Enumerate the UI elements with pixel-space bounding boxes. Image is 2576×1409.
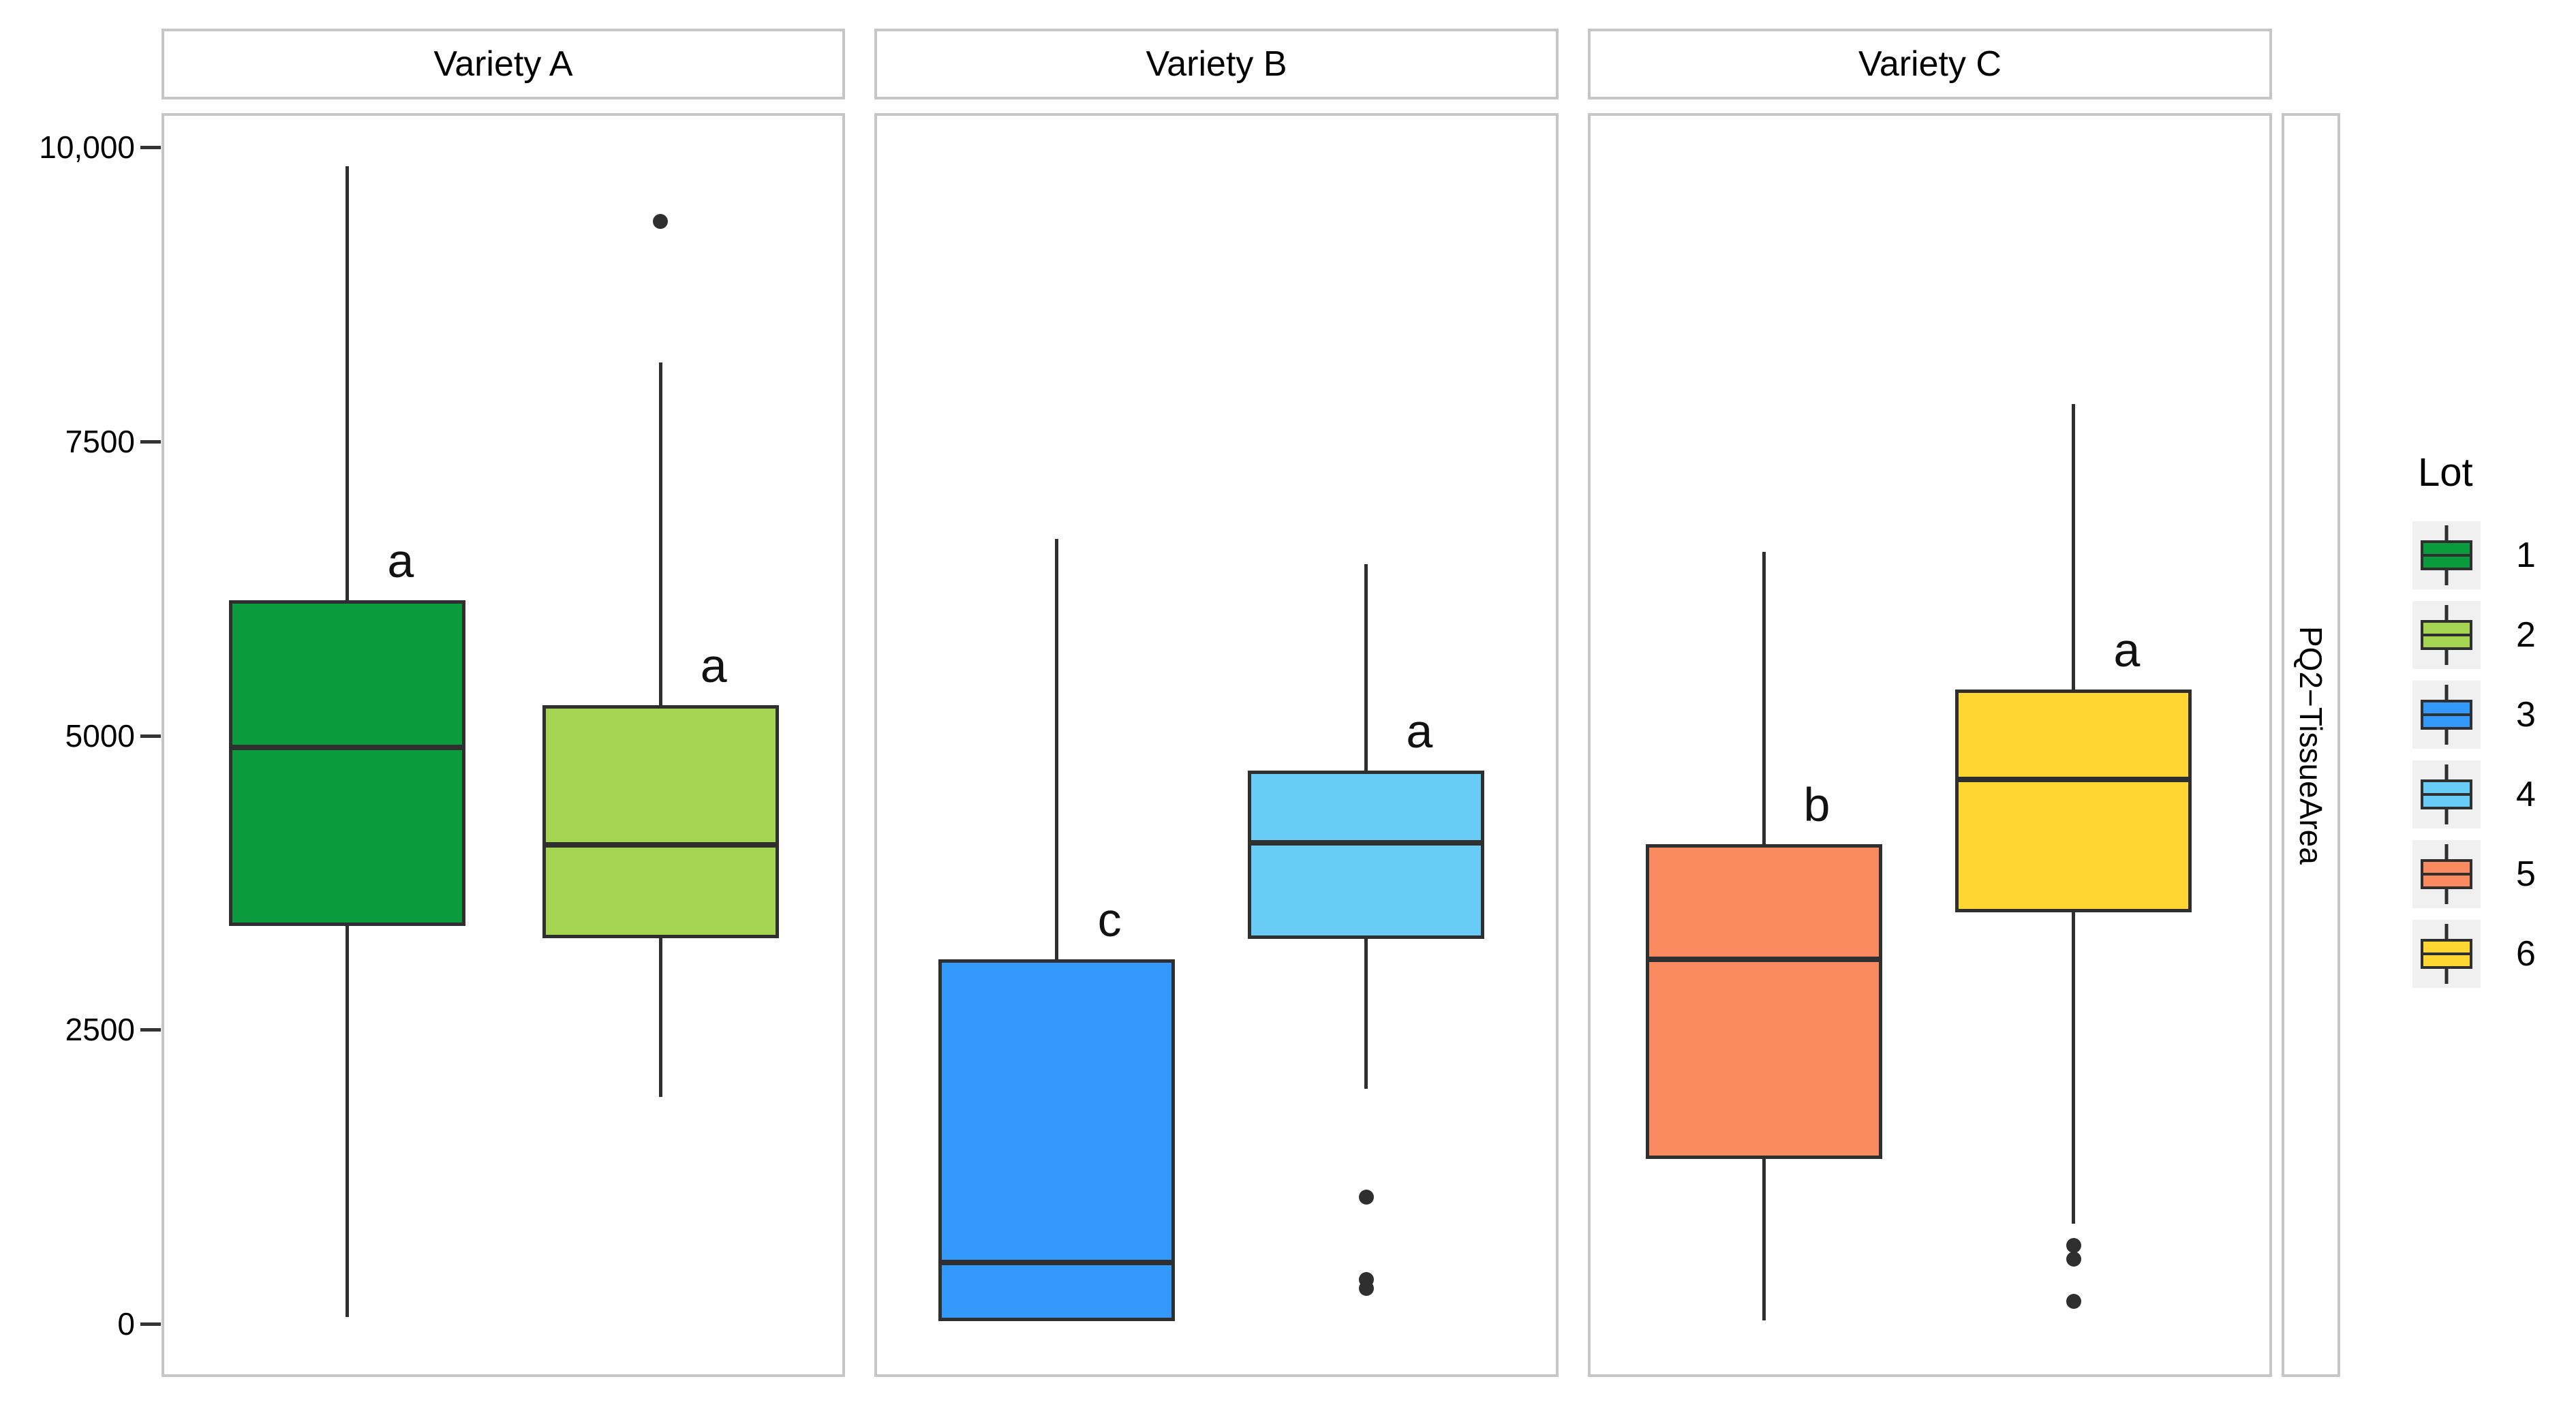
significance-letter-lot-2: a	[700, 638, 727, 692]
whisker-upper-lot-6	[2072, 403, 2076, 690]
legend-item-label: 6	[2516, 934, 2536, 974]
outlier-point-lot-4	[1358, 1189, 1374, 1205]
right-strip: PQ2−TissueArea	[2282, 113, 2340, 1377]
whisker-lower-lot-2	[658, 938, 662, 1097]
median-line-lot-1	[229, 744, 466, 750]
outlier-point-lot-6	[2066, 1294, 2081, 1310]
legend-item-5: 5	[2412, 840, 2576, 908]
y-tick-label: 5000	[65, 717, 135, 754]
significance-letter-lot-1: a	[387, 534, 414, 588]
legend-item-label: 5	[2516, 854, 2536, 894]
significance-letter-lot-5: b	[1803, 777, 1830, 831]
whisker-upper-lot-2	[658, 362, 662, 705]
boxplot-key-icon	[2412, 840, 2481, 908]
boxplot-key-icon	[2412, 681, 2481, 749]
outlier-point-lot-2	[653, 213, 669, 229]
facet-strip-variety-b: Variety B	[874, 29, 1559, 99]
legend-item-label: 3	[2516, 695, 2536, 734]
legend-title: Lot	[2418, 450, 2473, 495]
whisker-upper-lot-5	[1762, 552, 1766, 844]
legend-item-2: 2	[2412, 601, 2576, 669]
boxplot-key-icon	[2412, 920, 2481, 988]
key-median	[2421, 713, 2472, 716]
y-tick-label: 7500	[65, 423, 135, 459]
boxplot-box-lot-6	[1955, 690, 2192, 912]
boxplot-box-lot-2	[542, 704, 779, 938]
legend-item-6: 6	[2412, 920, 2576, 988]
facet-panel-variety-c	[1588, 113, 2272, 1377]
facet-strip-label: Variety C	[1858, 44, 2002, 84]
median-line-lot-6	[1955, 776, 2192, 782]
median-line-lot-2	[542, 842, 779, 848]
significance-letter-lot-6: a	[2113, 623, 2141, 677]
boxplot-key-icon	[2412, 521, 2481, 589]
y-tick-mark	[140, 1028, 161, 1032]
boxplot-key-icon	[2412, 601, 2481, 669]
boxplot-box-lot-5	[1645, 843, 1882, 1160]
boxplot-key-icon	[2412, 760, 2481, 829]
key-median	[2421, 634, 2472, 636]
median-line-lot-5	[1645, 956, 1882, 962]
boxplot-box-lot-1	[229, 600, 466, 927]
whisker-lower-lot-4	[1364, 938, 1368, 1089]
outlier-point-lot-6	[2066, 1252, 2081, 1267]
y-tick-mark	[140, 439, 161, 444]
whisker-upper-lot-1	[346, 166, 350, 601]
boxplot-box-lot-4	[1248, 770, 1485, 939]
legend-item-label: 4	[2516, 775, 2536, 814]
whisker-lower-lot-6	[2072, 912, 2076, 1224]
facet-strip-label: Variety B	[1146, 44, 1287, 84]
legend-item-1: 1	[2412, 521, 2576, 589]
legend-item-label: 1	[2516, 536, 2536, 575]
y-tick-label: 0	[117, 1306, 135, 1342]
significance-letter-lot-3: c	[1097, 893, 1122, 946]
outlier-point-lot-4	[1358, 1281, 1374, 1297]
whisker-upper-lot-4	[1364, 563, 1368, 771]
facet-strip-variety-c: Variety C	[1588, 29, 2272, 99]
y-tick-mark	[140, 146, 161, 150]
y-tick-label: 10,000	[39, 129, 135, 166]
significance-letter-lot-4: a	[1406, 704, 1433, 758]
legend: Lot 1 2 3 4 5 6	[2412, 450, 2576, 1000]
key-median	[2421, 953, 2472, 955]
whisker-lower-lot-1	[346, 926, 350, 1317]
key-median	[2421, 873, 2472, 876]
outlier-point-lot-6	[2066, 1237, 2081, 1253]
legend-item-4: 4	[2412, 760, 2576, 829]
y-tick-mark	[140, 734, 161, 738]
key-median	[2421, 793, 2472, 796]
whisker-upper-lot-3	[1054, 539, 1058, 959]
boxplot-box-lot-3	[938, 959, 1175, 1321]
y-tick-mark	[140, 1322, 161, 1327]
y-tick-label: 2500	[65, 1012, 135, 1048]
right-strip-label: PQ2−TissueArea	[2293, 625, 2329, 865]
legend-items: 1 2 3 4 5 6	[2412, 521, 2576, 988]
legend-item-3: 3	[2412, 681, 2576, 749]
key-median	[2421, 554, 2472, 557]
median-line-lot-4	[1248, 839, 1485, 846]
facet-strip-variety-a: Variety A	[162, 29, 845, 99]
legend-item-label: 2	[2516, 615, 2536, 655]
median-line-lot-3	[938, 1259, 1175, 1265]
whisker-lower-lot-5	[1762, 1159, 1766, 1321]
facet-strip-label: Variety A	[433, 44, 573, 84]
